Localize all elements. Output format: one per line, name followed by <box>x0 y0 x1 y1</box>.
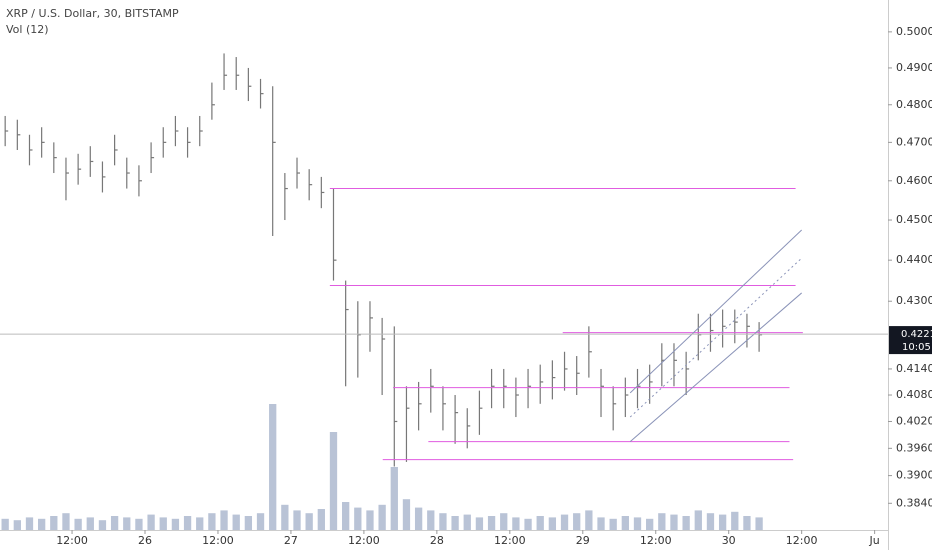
channel-line <box>629 257 803 418</box>
countdown-label: 10:05 <box>902 342 931 353</box>
volume-bar <box>293 510 301 530</box>
volume-bar <box>38 518 46 530</box>
volume-bar <box>50 516 58 530</box>
x-tick-label: 12:00 <box>348 534 380 547</box>
chart-title: XRP / U.S. Dollar, 30, BITSTAMP <box>6 7 179 20</box>
volume-bar <box>208 513 216 530</box>
last-price-label: 0.42216 <box>901 329 932 340</box>
last-price-box <box>889 326 932 355</box>
x-tick-label: 27 <box>284 534 298 547</box>
volume-bar <box>110 516 119 530</box>
x-tick-label: 12:00 <box>56 534 88 547</box>
volume-bar <box>269 404 277 530</box>
volume-bar <box>633 517 642 530</box>
x-tick-label: 29 <box>576 534 590 547</box>
volume-bar <box>487 516 496 530</box>
y-tick-label: 0.38400 <box>896 496 932 509</box>
x-tick-label: Ju <box>869 534 880 547</box>
volume-bar <box>706 513 715 530</box>
volume-bar <box>560 514 569 530</box>
channel-line <box>629 229 803 394</box>
volume-bar <box>196 517 204 530</box>
volume-bar <box>25 517 34 530</box>
volume-bar <box>414 507 423 530</box>
volume-bar <box>342 502 350 530</box>
volume-bar <box>743 516 751 530</box>
volume-bar <box>183 516 192 530</box>
volume-bar <box>390 467 398 530</box>
x-tick-label: 28 <box>430 534 444 547</box>
volume-bar <box>451 516 459 530</box>
volume-bar <box>646 518 654 530</box>
x-tick-label: 12:00 <box>202 534 234 547</box>
volume-bar <box>682 516 690 530</box>
volume-bar <box>317 509 325 530</box>
volume-bar <box>500 513 508 530</box>
volume-bar <box>281 504 289 530</box>
volume-bar <box>755 517 763 530</box>
volume-bar <box>232 514 240 530</box>
volume-bar <box>354 507 362 530</box>
volume-bar <box>694 510 702 530</box>
indicator-label: Vol (12) <box>6 23 49 36</box>
volume-bar <box>548 517 557 530</box>
volume-bar <box>597 517 605 530</box>
volume-bar <box>147 514 155 530</box>
volume-bar <box>305 513 313 530</box>
volume-bar <box>220 510 228 530</box>
x-tick-label: 26 <box>138 534 152 547</box>
volume-bar <box>585 510 593 530</box>
volume-bar <box>171 518 180 530</box>
volume-bar <box>439 513 447 530</box>
volume-bar <box>670 514 678 530</box>
volume-bar <box>62 513 70 530</box>
volume-bar <box>524 518 532 530</box>
volume-bar <box>475 517 484 530</box>
volume-bar <box>512 517 520 530</box>
volume-bar <box>536 516 544 530</box>
x-tick-label: 12:00 <box>640 534 672 547</box>
volume-bar <box>1 518 9 530</box>
volume-bar <box>402 499 411 530</box>
volume-bar <box>378 504 386 530</box>
volume-bar <box>135 518 143 530</box>
x-tick-label: 12:00 <box>786 534 818 547</box>
volume-bar <box>123 517 131 530</box>
volume-bar <box>329 432 338 530</box>
volume-bar <box>366 510 374 530</box>
volume-bar <box>74 518 82 530</box>
volume-bar <box>13 520 21 530</box>
x-tick-label: 30 <box>722 534 736 547</box>
volume-bar <box>718 514 727 530</box>
volume-bar <box>86 517 94 530</box>
volume-bar <box>731 511 739 530</box>
volume-bar <box>256 513 265 530</box>
volume-bar <box>159 517 167 530</box>
volume-bar <box>98 520 107 530</box>
volume-bar <box>244 516 253 530</box>
volume-bar <box>658 513 666 530</box>
volume-bar <box>463 514 471 530</box>
channel-line <box>629 292 802 442</box>
volume-bar <box>621 516 629 530</box>
volume-bar <box>573 513 581 530</box>
volume-bar <box>427 510 435 530</box>
volume-bar <box>609 518 617 530</box>
x-tick-label: 12:00 <box>494 534 526 547</box>
